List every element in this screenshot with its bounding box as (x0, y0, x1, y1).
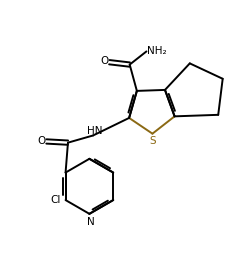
Text: NH₂: NH₂ (147, 45, 166, 55)
Text: S: S (150, 136, 156, 146)
Text: N: N (87, 216, 94, 226)
Text: O: O (100, 56, 108, 66)
Text: Cl: Cl (50, 194, 61, 204)
Text: O: O (37, 135, 45, 146)
Text: HN: HN (87, 126, 103, 136)
